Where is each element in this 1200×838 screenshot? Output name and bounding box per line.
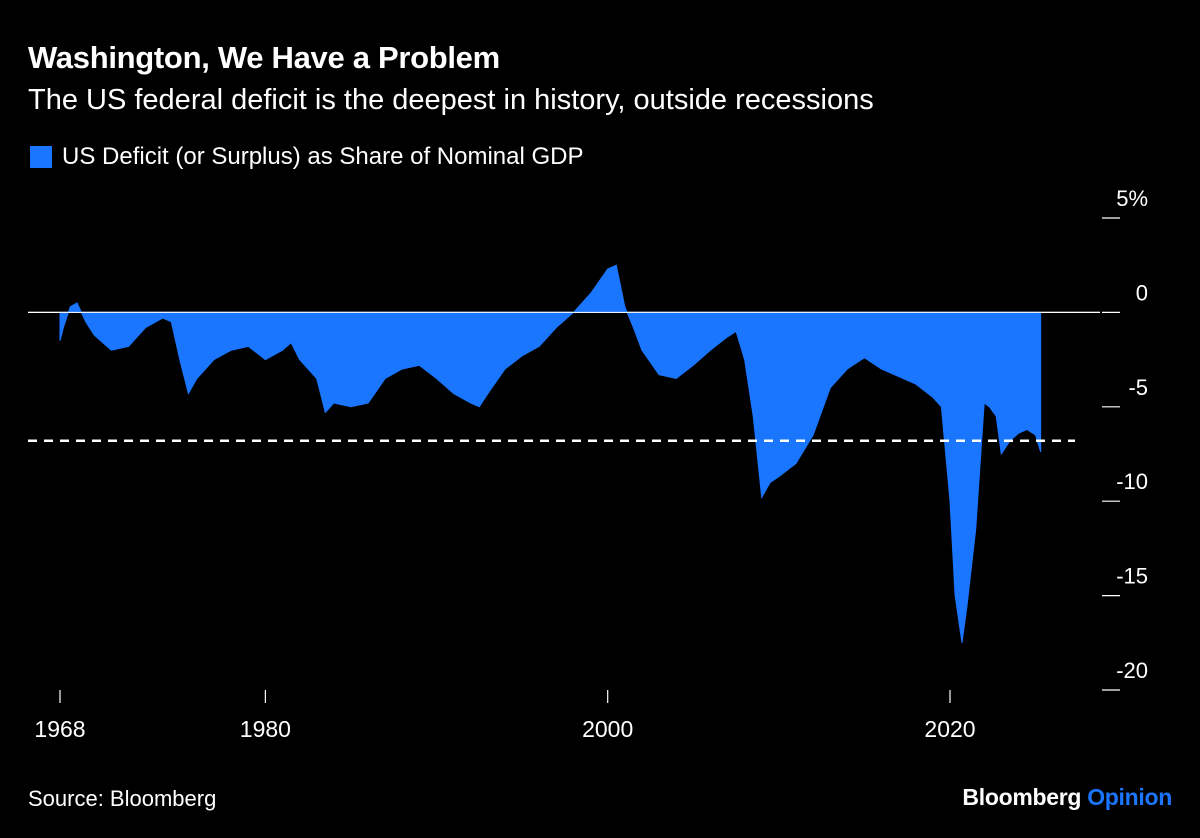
legend-swatch: [30, 146, 52, 168]
y-tick-label: 0: [1136, 280, 1148, 305]
legend-label: US Deficit (or Surplus) as Share of Nomi…: [62, 143, 584, 170]
brand-secondary: Opinion: [1087, 784, 1172, 810]
x-tick-label: 2000: [582, 716, 633, 742]
source-note: Source: Bloomberg: [28, 786, 217, 811]
deficit-area-series: [59, 264, 1042, 643]
x-tick-label: 1980: [240, 716, 291, 742]
brand-logo: Bloomberg Opinion: [962, 784, 1172, 811]
y-tick-label: -15: [1116, 564, 1148, 589]
chart-subtitle: The US federal deficit is the deepest in…: [28, 84, 874, 116]
chart-title: Washington, We Have a Problem: [28, 40, 500, 75]
legend: US Deficit (or Surplus) as Share of Nomi…: [30, 143, 584, 171]
y-tick-label: 5%: [1116, 186, 1148, 211]
x-tick-label: 2020: [924, 716, 975, 742]
y-tick-label: -20: [1116, 658, 1148, 683]
y-tick-label: -10: [1116, 469, 1148, 494]
y-tick-label: -5: [1128, 375, 1148, 400]
brand-primary: Bloomberg: [962, 784, 1082, 810]
x-tick-label: 1968: [34, 716, 85, 742]
